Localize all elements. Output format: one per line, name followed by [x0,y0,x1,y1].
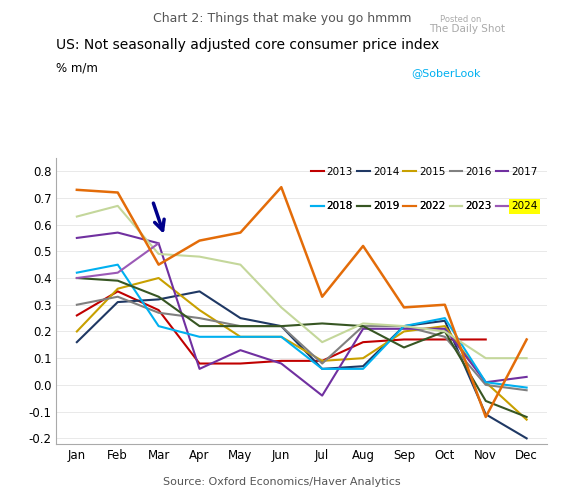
Text: Source: Oxford Economics/Haver Analytics: Source: Oxford Economics/Haver Analytics [163,477,401,487]
Text: The Daily Shot: The Daily Shot [429,24,505,34]
Text: @SoberLook: @SoberLook [412,69,481,78]
Text: % m/m: % m/m [56,62,98,74]
Text: Posted on: Posted on [440,15,481,24]
Legend: 2018, 2019, 2022, 2023, 2024: 2018, 2019, 2022, 2023, 2024 [307,197,542,215]
Text: Chart 2: Things that make you go hmmm: Chart 2: Things that make you go hmmm [153,12,411,25]
Text: US: Not seasonally adjusted core consumer price index: US: Not seasonally adjusted core consume… [56,38,440,52]
